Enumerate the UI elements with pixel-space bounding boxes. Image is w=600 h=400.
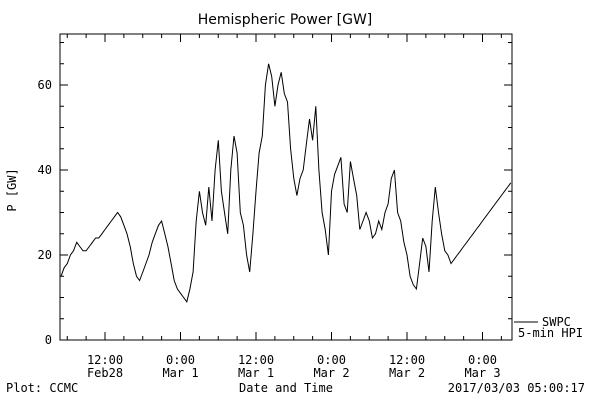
legend-label-swpc: SWPC (542, 315, 571, 329)
x-tick-label-time: 12:00 (389, 353, 425, 367)
chart-title: Hemispheric Power [GW] (198, 12, 373, 28)
footer-right: 2017/03/03 05:00:17 (448, 381, 585, 395)
x-tick-label-date: Mar 3 (464, 366, 500, 380)
x-tick-label-date: Feb28 (87, 366, 123, 380)
y-tick-label: 0 (45, 333, 52, 347)
legend-label-hpi: 5-min HPI (518, 326, 583, 340)
series-line-swpc (60, 63, 512, 303)
x-tick-label-time: 12:00 (238, 353, 274, 367)
y-axis-label: P [GW] (5, 168, 19, 211)
x-tick-label-time: 0:00 (317, 353, 346, 367)
y-tick-label: 40 (38, 163, 52, 177)
footer-left: Plot: CCMC (6, 381, 78, 395)
y-tick-label: 20 (38, 248, 52, 262)
x-axis-label: Date and Time (239, 381, 333, 395)
x-tick-label-date: Mar 1 (238, 366, 274, 380)
x-tick-label-time: 0:00 (468, 353, 497, 367)
y-tick-label: 60 (38, 78, 52, 92)
plot-frame (59, 33, 513, 341)
x-tick-label-time: 0:00 (166, 353, 195, 367)
x-tick-label-date: Mar 2 (313, 366, 349, 380)
x-tick-label-date: Mar 1 (162, 366, 198, 380)
x-tick-label-date: Mar 2 (389, 366, 425, 380)
x-tick-label-time: 12:00 (87, 353, 123, 367)
